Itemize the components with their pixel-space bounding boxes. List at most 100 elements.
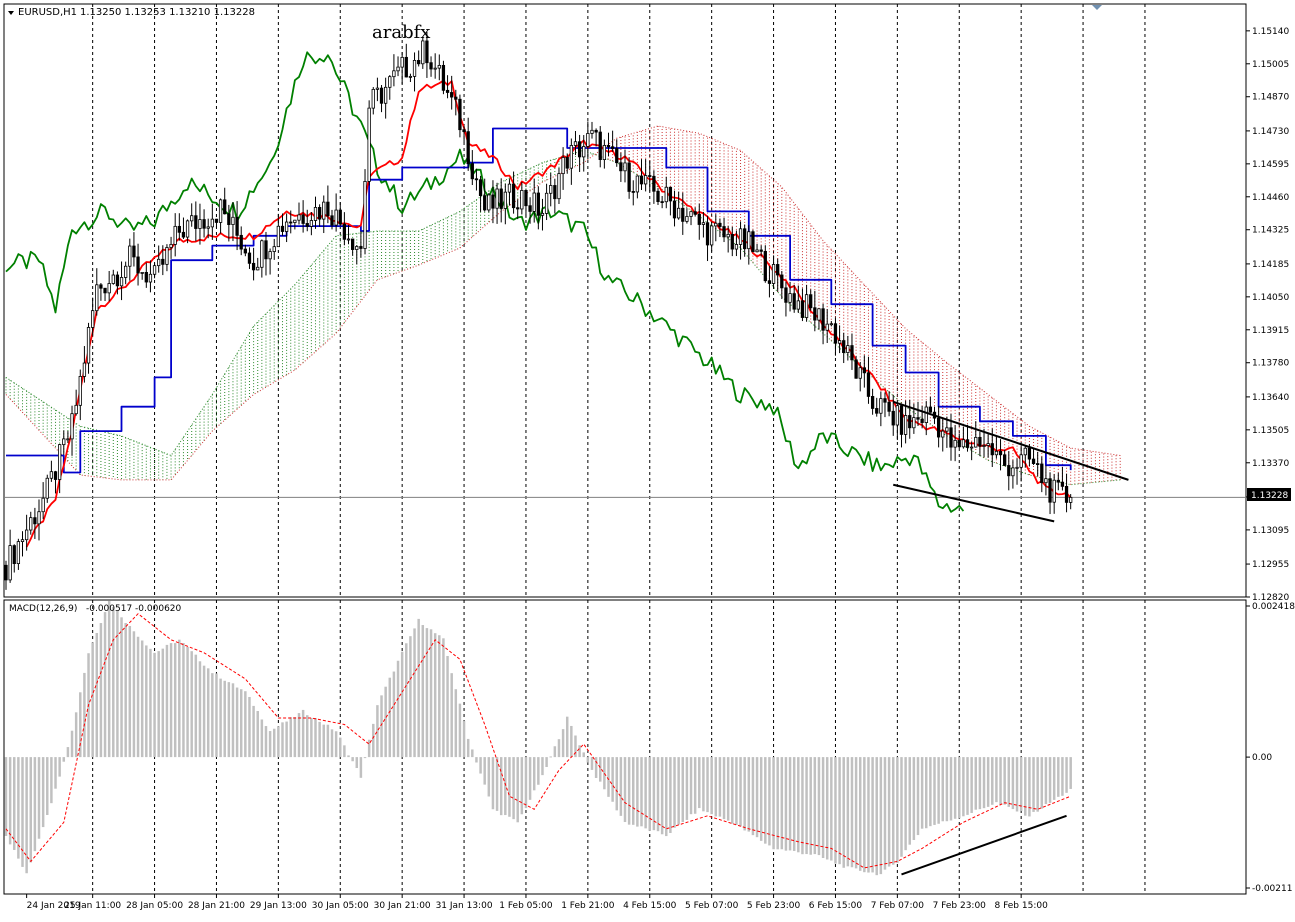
candle-body bbox=[763, 250, 767, 282]
candle-body bbox=[528, 205, 532, 212]
macd-bar bbox=[842, 757, 845, 868]
macd-bar bbox=[376, 705, 379, 758]
candle-body bbox=[1011, 467, 1015, 477]
macd-bar bbox=[1069, 757, 1072, 789]
macd-bar bbox=[471, 749, 474, 758]
macd-bar bbox=[883, 757, 887, 870]
candle-body bbox=[743, 228, 747, 250]
macd-bar bbox=[454, 689, 458, 758]
macd-bar bbox=[17, 757, 20, 859]
macd-bar bbox=[528, 757, 532, 800]
candle-body bbox=[404, 56, 408, 78]
macd-bar bbox=[91, 642, 94, 758]
chevron-down-icon[interactable] bbox=[8, 11, 14, 15]
candle-body bbox=[384, 86, 388, 104]
candle-body bbox=[62, 438, 66, 446]
candle-body bbox=[685, 216, 689, 222]
candle-body bbox=[1027, 447, 1032, 460]
macd-bar bbox=[611, 757, 614, 802]
x-tick-label: 31 Jan 13:00 bbox=[436, 901, 493, 911]
macd-title: MACD(12,26,9) bbox=[9, 604, 77, 614]
candle-body bbox=[235, 216, 239, 236]
x-tick-label: 7 Feb 07:00 bbox=[871, 901, 925, 911]
macd-bar bbox=[70, 730, 74, 758]
macd-bar bbox=[1061, 757, 1064, 796]
macd-bar bbox=[813, 757, 817, 855]
candle-body bbox=[132, 245, 136, 258]
macd-bar bbox=[186, 646, 189, 758]
scroll-marker-icon[interactable] bbox=[1092, 5, 1102, 10]
candle-body bbox=[631, 191, 635, 193]
candle-body bbox=[722, 226, 726, 238]
candle-body bbox=[875, 408, 879, 414]
candle-body bbox=[879, 398, 883, 414]
macd-bar bbox=[854, 757, 858, 869]
macd-trendline bbox=[901, 814, 1067, 876]
macd-bar bbox=[764, 757, 767, 844]
macd-bar bbox=[1040, 757, 1044, 809]
macd-bar bbox=[79, 692, 82, 758]
macd-bar bbox=[450, 673, 453, 758]
macd-bar bbox=[330, 729, 334, 758]
macd-bar bbox=[545, 757, 548, 767]
macd-bar bbox=[879, 757, 883, 875]
candle-body bbox=[309, 220, 314, 227]
candle-body bbox=[375, 87, 380, 90]
macd-bar bbox=[1032, 757, 1035, 812]
candle-body bbox=[569, 145, 573, 169]
candle-body bbox=[718, 222, 722, 227]
macd-bar bbox=[900, 757, 903, 857]
candle-body bbox=[157, 258, 161, 267]
candle-body bbox=[161, 258, 165, 265]
candle-body bbox=[1040, 463, 1044, 484]
macd-bar bbox=[112, 606, 115, 758]
macd-bar bbox=[825, 757, 829, 860]
candle-body bbox=[751, 231, 755, 253]
y-tick-label: 1.13780 bbox=[1252, 359, 1289, 369]
macd-bar bbox=[215, 673, 218, 758]
macd-bar bbox=[974, 757, 978, 810]
candle-body bbox=[866, 372, 871, 397]
macd-bar bbox=[301, 709, 305, 758]
macd-bar bbox=[557, 739, 561, 758]
macd-bar bbox=[871, 757, 874, 873]
macd-bar bbox=[821, 757, 825, 859]
y-tick-label: -0.00211 bbox=[1252, 884, 1292, 894]
macd-bar bbox=[978, 757, 982, 810]
candle-body bbox=[326, 201, 330, 217]
macd-bar bbox=[355, 757, 359, 769]
candle-body bbox=[524, 190, 528, 207]
macd-bar bbox=[681, 757, 685, 822]
macd-bar bbox=[916, 757, 920, 836]
candle-body bbox=[107, 283, 111, 294]
macd-bar bbox=[425, 628, 429, 758]
candle-body bbox=[41, 497, 45, 513]
macd-bar bbox=[982, 757, 986, 809]
candle-body bbox=[483, 195, 487, 211]
candle-body bbox=[408, 75, 413, 78]
macd-bar bbox=[896, 757, 899, 863]
candle-body bbox=[565, 157, 569, 169]
macd-bar bbox=[920, 757, 924, 829]
macd-bar bbox=[33, 757, 37, 852]
candle-body bbox=[759, 249, 763, 252]
macd-bar bbox=[594, 757, 598, 778]
macd-bar bbox=[999, 757, 1002, 805]
macd-bar bbox=[413, 628, 416, 758]
macd-bar bbox=[277, 726, 280, 758]
macd-bar bbox=[37, 757, 41, 839]
candle-body bbox=[895, 405, 900, 426]
candle-body bbox=[458, 98, 462, 131]
macd-bar bbox=[937, 757, 940, 824]
candle-body bbox=[945, 427, 949, 432]
candle-body bbox=[20, 539, 25, 543]
macd-bar bbox=[260, 719, 264, 758]
y-tick-label: 0.002418 bbox=[1252, 602, 1295, 612]
candle-body bbox=[941, 430, 945, 438]
candles bbox=[4, 32, 1073, 590]
y-tick-label: 1.14870 bbox=[1252, 93, 1289, 103]
candle-body bbox=[623, 162, 627, 172]
candle-body bbox=[635, 175, 640, 193]
